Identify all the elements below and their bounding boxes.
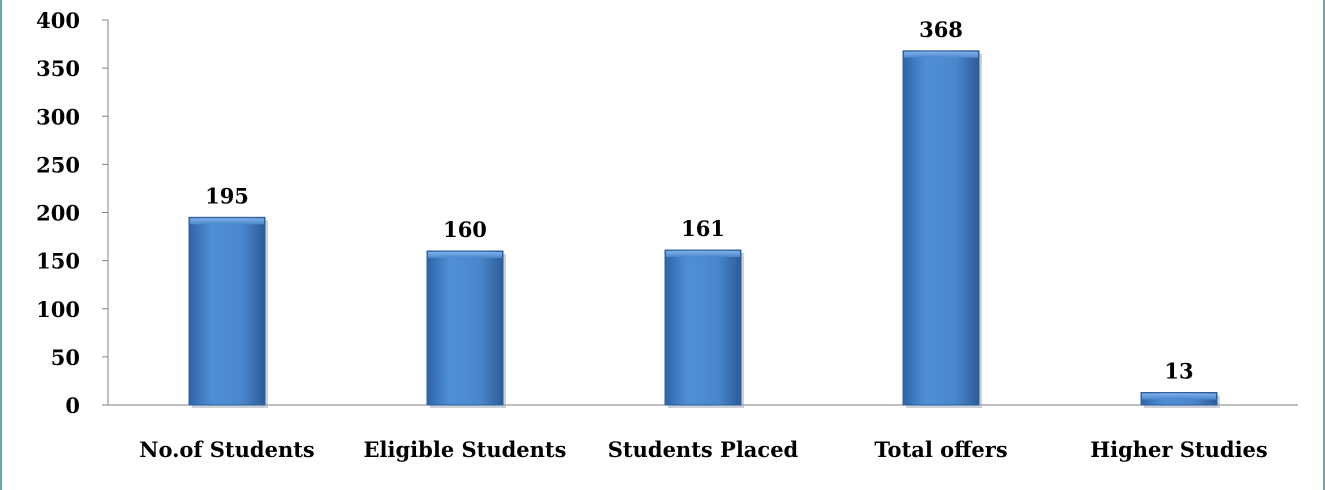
- labels-group: 195 No.of Students 160 Eligible Students 161…: [139, 17, 1267, 462]
- frame-right-border: [1323, 0, 1325, 490]
- y-tick-label: 350: [36, 56, 80, 81]
- bar-top-highlight: [190, 218, 264, 225]
- bars-group: [188, 50, 1220, 409]
- y-tick-label: 50: [51, 345, 80, 370]
- x-tick-label: Total offers: [874, 437, 1007, 462]
- data-label: 160: [443, 217, 487, 242]
- bar-top-highlight: [1142, 393, 1216, 400]
- bar-top-highlight: [904, 51, 978, 58]
- bar: [902, 50, 980, 406]
- bar: [188, 216, 266, 406]
- data-label: 161: [681, 216, 725, 241]
- y-tick-label: 400: [36, 8, 80, 33]
- y-tick-label: 100: [36, 297, 80, 322]
- data-label: 368: [919, 17, 963, 42]
- x-tick-label: Eligible Students: [364, 437, 567, 462]
- y-tick-label: 250: [36, 152, 80, 177]
- data-label: 195: [205, 183, 249, 208]
- x-tick-label: No.of Students: [139, 437, 314, 462]
- data-label: 13: [1164, 358, 1193, 383]
- bar-top-highlight: [428, 252, 502, 258]
- bar: [664, 249, 742, 406]
- y-tick-label: 0: [65, 393, 80, 418]
- y-tick-label: 150: [36, 249, 80, 274]
- x-tick-label: Higher Studies: [1090, 437, 1268, 462]
- x-tick-label: Students Placed: [608, 437, 799, 462]
- y-tick-label: 200: [36, 201, 80, 226]
- bar: [426, 250, 504, 406]
- y-tick-label: 300: [36, 104, 80, 129]
- bar-top-highlight: [666, 251, 740, 258]
- frame-left-border: [0, 0, 2, 490]
